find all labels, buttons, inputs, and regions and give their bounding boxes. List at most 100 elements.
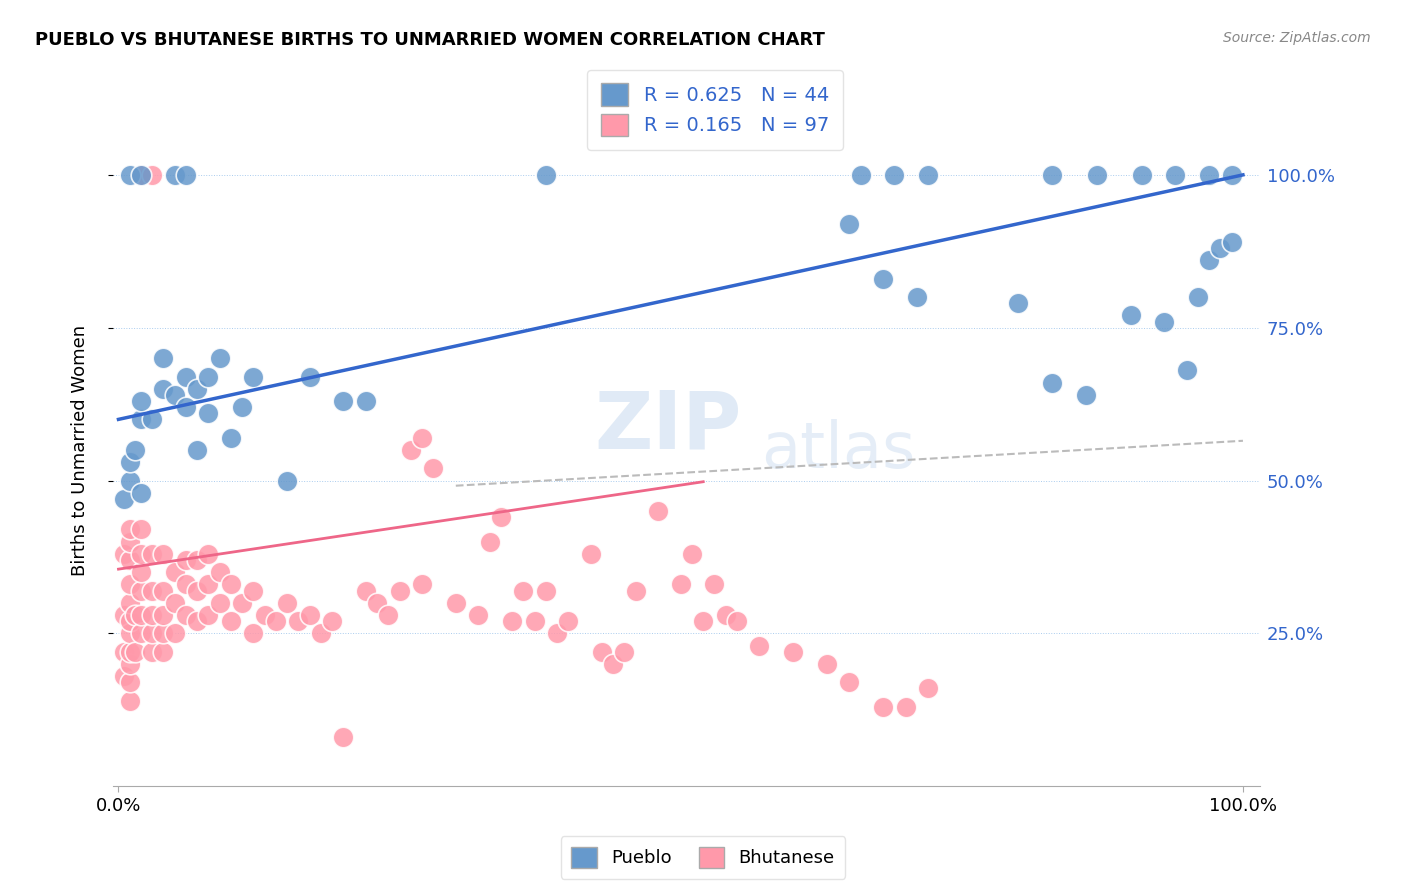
Point bbox=[1007, 296, 1029, 310]
Point bbox=[152, 547, 174, 561]
Point bbox=[186, 583, 208, 598]
Point bbox=[411, 431, 433, 445]
Point bbox=[512, 583, 534, 598]
Point bbox=[197, 607, 219, 622]
Point bbox=[118, 626, 141, 640]
Point bbox=[489, 510, 512, 524]
Point bbox=[118, 614, 141, 628]
Point bbox=[1040, 168, 1063, 182]
Point bbox=[579, 547, 602, 561]
Point bbox=[118, 577, 141, 591]
Point bbox=[1187, 290, 1209, 304]
Point bbox=[354, 583, 377, 598]
Point bbox=[219, 614, 242, 628]
Point bbox=[141, 626, 163, 640]
Point bbox=[186, 442, 208, 457]
Point bbox=[399, 442, 422, 457]
Point bbox=[253, 607, 276, 622]
Text: Source: ZipAtlas.com: Source: ZipAtlas.com bbox=[1223, 31, 1371, 45]
Point bbox=[388, 583, 411, 598]
Point bbox=[129, 565, 152, 579]
Point bbox=[174, 577, 197, 591]
Point bbox=[534, 168, 557, 182]
Point bbox=[118, 693, 141, 707]
Point bbox=[872, 272, 894, 286]
Point bbox=[523, 614, 546, 628]
Point bbox=[129, 412, 152, 426]
Point bbox=[242, 626, 264, 640]
Point bbox=[186, 553, 208, 567]
Point bbox=[354, 394, 377, 409]
Point bbox=[152, 645, 174, 659]
Point bbox=[669, 577, 692, 591]
Point bbox=[1164, 168, 1187, 182]
Point bbox=[118, 474, 141, 488]
Point bbox=[129, 583, 152, 598]
Point bbox=[298, 607, 321, 622]
Point bbox=[112, 669, 135, 683]
Point bbox=[321, 614, 343, 628]
Point bbox=[1220, 235, 1243, 249]
Point bbox=[129, 168, 152, 182]
Point bbox=[129, 626, 152, 640]
Text: PUEBLO VS BHUTANESE BIRTHS TO UNMARRIED WOMEN CORRELATION CHART: PUEBLO VS BHUTANESE BIRTHS TO UNMARRIED … bbox=[35, 31, 825, 49]
Point bbox=[591, 645, 613, 659]
Point bbox=[163, 596, 186, 610]
Point bbox=[124, 645, 146, 659]
Point bbox=[208, 596, 231, 610]
Y-axis label: Births to Unmarried Women: Births to Unmarried Women bbox=[72, 325, 89, 575]
Point bbox=[112, 607, 135, 622]
Point bbox=[242, 583, 264, 598]
Point bbox=[112, 547, 135, 561]
Point bbox=[377, 607, 399, 622]
Point bbox=[163, 626, 186, 640]
Point bbox=[129, 485, 152, 500]
Point bbox=[681, 547, 703, 561]
Point bbox=[1209, 241, 1232, 255]
Point bbox=[276, 596, 298, 610]
Point bbox=[478, 534, 501, 549]
Point bbox=[1130, 168, 1153, 182]
Point bbox=[624, 583, 647, 598]
Legend: R = 0.625   N = 44, R = 0.165   N = 97: R = 0.625 N = 44, R = 0.165 N = 97 bbox=[588, 70, 842, 150]
Point bbox=[557, 614, 579, 628]
Point bbox=[197, 369, 219, 384]
Point bbox=[782, 645, 804, 659]
Point bbox=[725, 614, 748, 628]
Point bbox=[141, 607, 163, 622]
Point bbox=[501, 614, 523, 628]
Point bbox=[894, 699, 917, 714]
Point bbox=[174, 607, 197, 622]
Point bbox=[838, 675, 860, 690]
Point bbox=[152, 583, 174, 598]
Point bbox=[714, 607, 737, 622]
Point bbox=[703, 577, 725, 591]
Point bbox=[174, 553, 197, 567]
Point bbox=[118, 455, 141, 469]
Point bbox=[838, 217, 860, 231]
Point bbox=[141, 547, 163, 561]
Point bbox=[276, 474, 298, 488]
Point bbox=[1040, 376, 1063, 390]
Point bbox=[917, 681, 939, 696]
Point bbox=[118, 553, 141, 567]
Point bbox=[1220, 168, 1243, 182]
Point bbox=[163, 388, 186, 402]
Point bbox=[1085, 168, 1108, 182]
Point bbox=[118, 168, 141, 182]
Point bbox=[118, 596, 141, 610]
Point bbox=[231, 400, 253, 414]
Point bbox=[129, 607, 152, 622]
Point bbox=[298, 369, 321, 384]
Point bbox=[883, 168, 905, 182]
Point bbox=[129, 547, 152, 561]
Point bbox=[748, 639, 770, 653]
Point bbox=[1119, 309, 1142, 323]
Point bbox=[152, 382, 174, 396]
Point bbox=[815, 657, 838, 671]
Point bbox=[613, 645, 636, 659]
Point bbox=[231, 596, 253, 610]
Point bbox=[444, 596, 467, 610]
Point bbox=[118, 523, 141, 537]
Point bbox=[129, 523, 152, 537]
